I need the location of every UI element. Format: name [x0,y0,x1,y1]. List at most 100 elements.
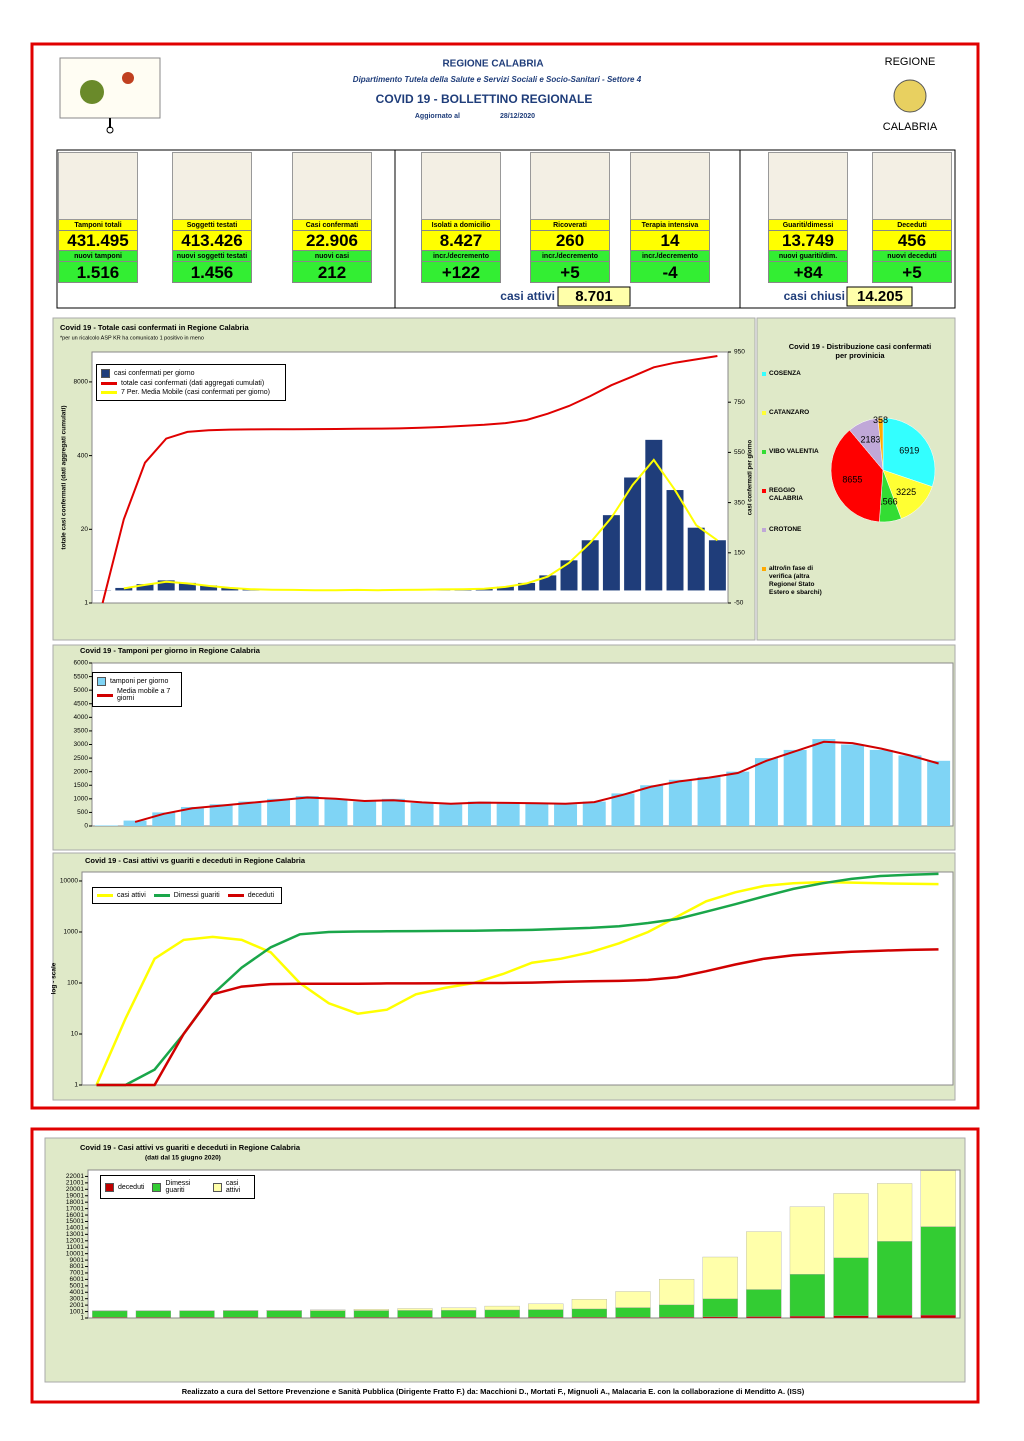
stat-sub-value: +5 [872,262,952,283]
bar-segment [789,1206,825,1275]
pie-legend-item: CROTONE [762,526,828,534]
legend-item: tamponi per giorno [97,677,177,686]
bar [645,439,663,591]
legend: casi confermati per giorno totale casi co… [96,364,286,401]
bar [136,584,154,591]
bar-segment [397,1310,433,1318]
bar [582,801,606,826]
stat-card: Terapia intensiva 14 incr./decremento -4 [630,152,710,283]
pie-legend-text: COSENZA [769,370,801,377]
bar [496,802,520,826]
pie-title: Covid 19 - Distribuzione casi confermati… [788,342,932,360]
bar [221,587,239,591]
legend-text: casi attivi [117,892,146,899]
stat-sub-value: +122 [421,262,501,283]
tick-label: 16001 [66,1212,84,1219]
bar-segment [310,1310,346,1318]
chart-title: Covid 19 - Totale casi confermati in Reg… [60,323,249,332]
closed-label: casi chiusi [784,289,845,303]
legend-text: casi confermati per giorno [114,370,195,377]
tick-label: 5001 [70,1283,85,1290]
legend: tamponi per giorno Media mobile a 7 giorn… [92,672,182,707]
slice-label: 2183 [861,435,881,445]
bar [560,560,578,591]
legend-text: 7 Per. Media Mobile (casi confermati per… [121,389,271,396]
tick-label: 1000 [64,929,79,936]
legend-item: casi confermati per giorno [101,369,281,378]
slice-label: 6919 [899,446,919,456]
slice-label: 3225 [896,487,916,497]
bar-segment [746,1289,782,1317]
tick-label: 8001 [70,1263,85,1270]
legend-swatch [227,894,244,897]
pie-legend-text: VIBO VALENTIA [769,448,819,455]
slice-label: 1566 [878,496,898,506]
chart-title: Covid 19 - Tamponi per giorno in Regione… [80,646,261,655]
bar [410,802,434,826]
legend-swatch [152,1182,162,1192]
stat-label: Ricoverati [530,220,610,231]
pie-legend-text: altro/in fase di verifica (altra Regione… [769,565,822,596]
stat-label: Casi confermati [292,220,372,231]
tick-label: 100 [67,980,78,987]
legend-swatch [101,391,117,394]
bar [668,779,692,826]
department: Dipartimento Tutela della Salute e Servi… [353,75,642,84]
pie-legend-item: COSENZA [762,370,828,378]
tick-label: 1500 [74,782,89,789]
legend: deceduti Dimessi guariti casi attivi [100,1175,255,1199]
tick-label: 350 [734,499,745,506]
bar [754,758,778,826]
legend-swatch [101,369,110,378]
bar-segment [484,1305,520,1311]
bar-segment [877,1241,913,1316]
bar-segment [659,1304,695,1318]
pie-legend-text: CATANZARO [769,409,810,416]
tick-label: 15001 [66,1218,84,1225]
stat-sub-label: nuovi tamponi [58,251,138,262]
legend-text: Dimessi guariti [173,892,220,899]
line [123,458,718,592]
bar [178,582,196,591]
stat-value: 431.495 [58,231,138,251]
stat-value: 13.749 [768,231,848,251]
stat-label: Tamponi totali [58,220,138,231]
bar [496,586,514,591]
tick-label: 6001 [70,1276,85,1283]
tick-label: 1 [84,600,88,607]
bar [518,582,536,591]
stat-card: Ricoverati 260 incr./decremento +5 [530,152,610,283]
bar [123,820,147,826]
stat-label: Isolati a domicilio [421,220,501,231]
tick-label: 0 [84,823,88,830]
bar-segment [92,1310,128,1318]
bar-segment [397,1308,433,1311]
active-value: 8.701 [575,288,613,305]
bar-segment [659,1278,695,1306]
bar-segment [920,1226,956,1316]
tick-label: 10000 [60,878,78,885]
stat-icon [292,152,372,220]
tick-label: 9001 [70,1257,85,1264]
bar [353,801,377,826]
active-label: casi attivi [500,289,555,303]
bar-segment [833,1193,869,1258]
stat-sub-value: -4 [630,262,710,283]
chart-title: Covid 19 - Casi attivi vs guariti e dece… [80,1143,301,1152]
y-axis-label: log - scale [51,962,58,994]
stat-sub-label: nuovi deceduti [872,251,952,262]
bar-segment [484,1309,520,1318]
tick-label: 6000 [74,660,89,667]
legend-text: totale casi confermati (dati aggregati c… [121,380,265,387]
bar [927,760,951,826]
line [96,948,939,1087]
region: REGIONE CALABRIA [442,59,543,70]
legend-item: deceduti [227,892,274,899]
stat-label: Deceduti [872,220,952,231]
bar [381,798,405,826]
tick-label: 18001 [66,1199,84,1206]
virus-icon [80,80,104,104]
legend-swatch [101,382,117,385]
y-axis-label: totale casi confermati (dati aggregati c… [61,405,68,549]
